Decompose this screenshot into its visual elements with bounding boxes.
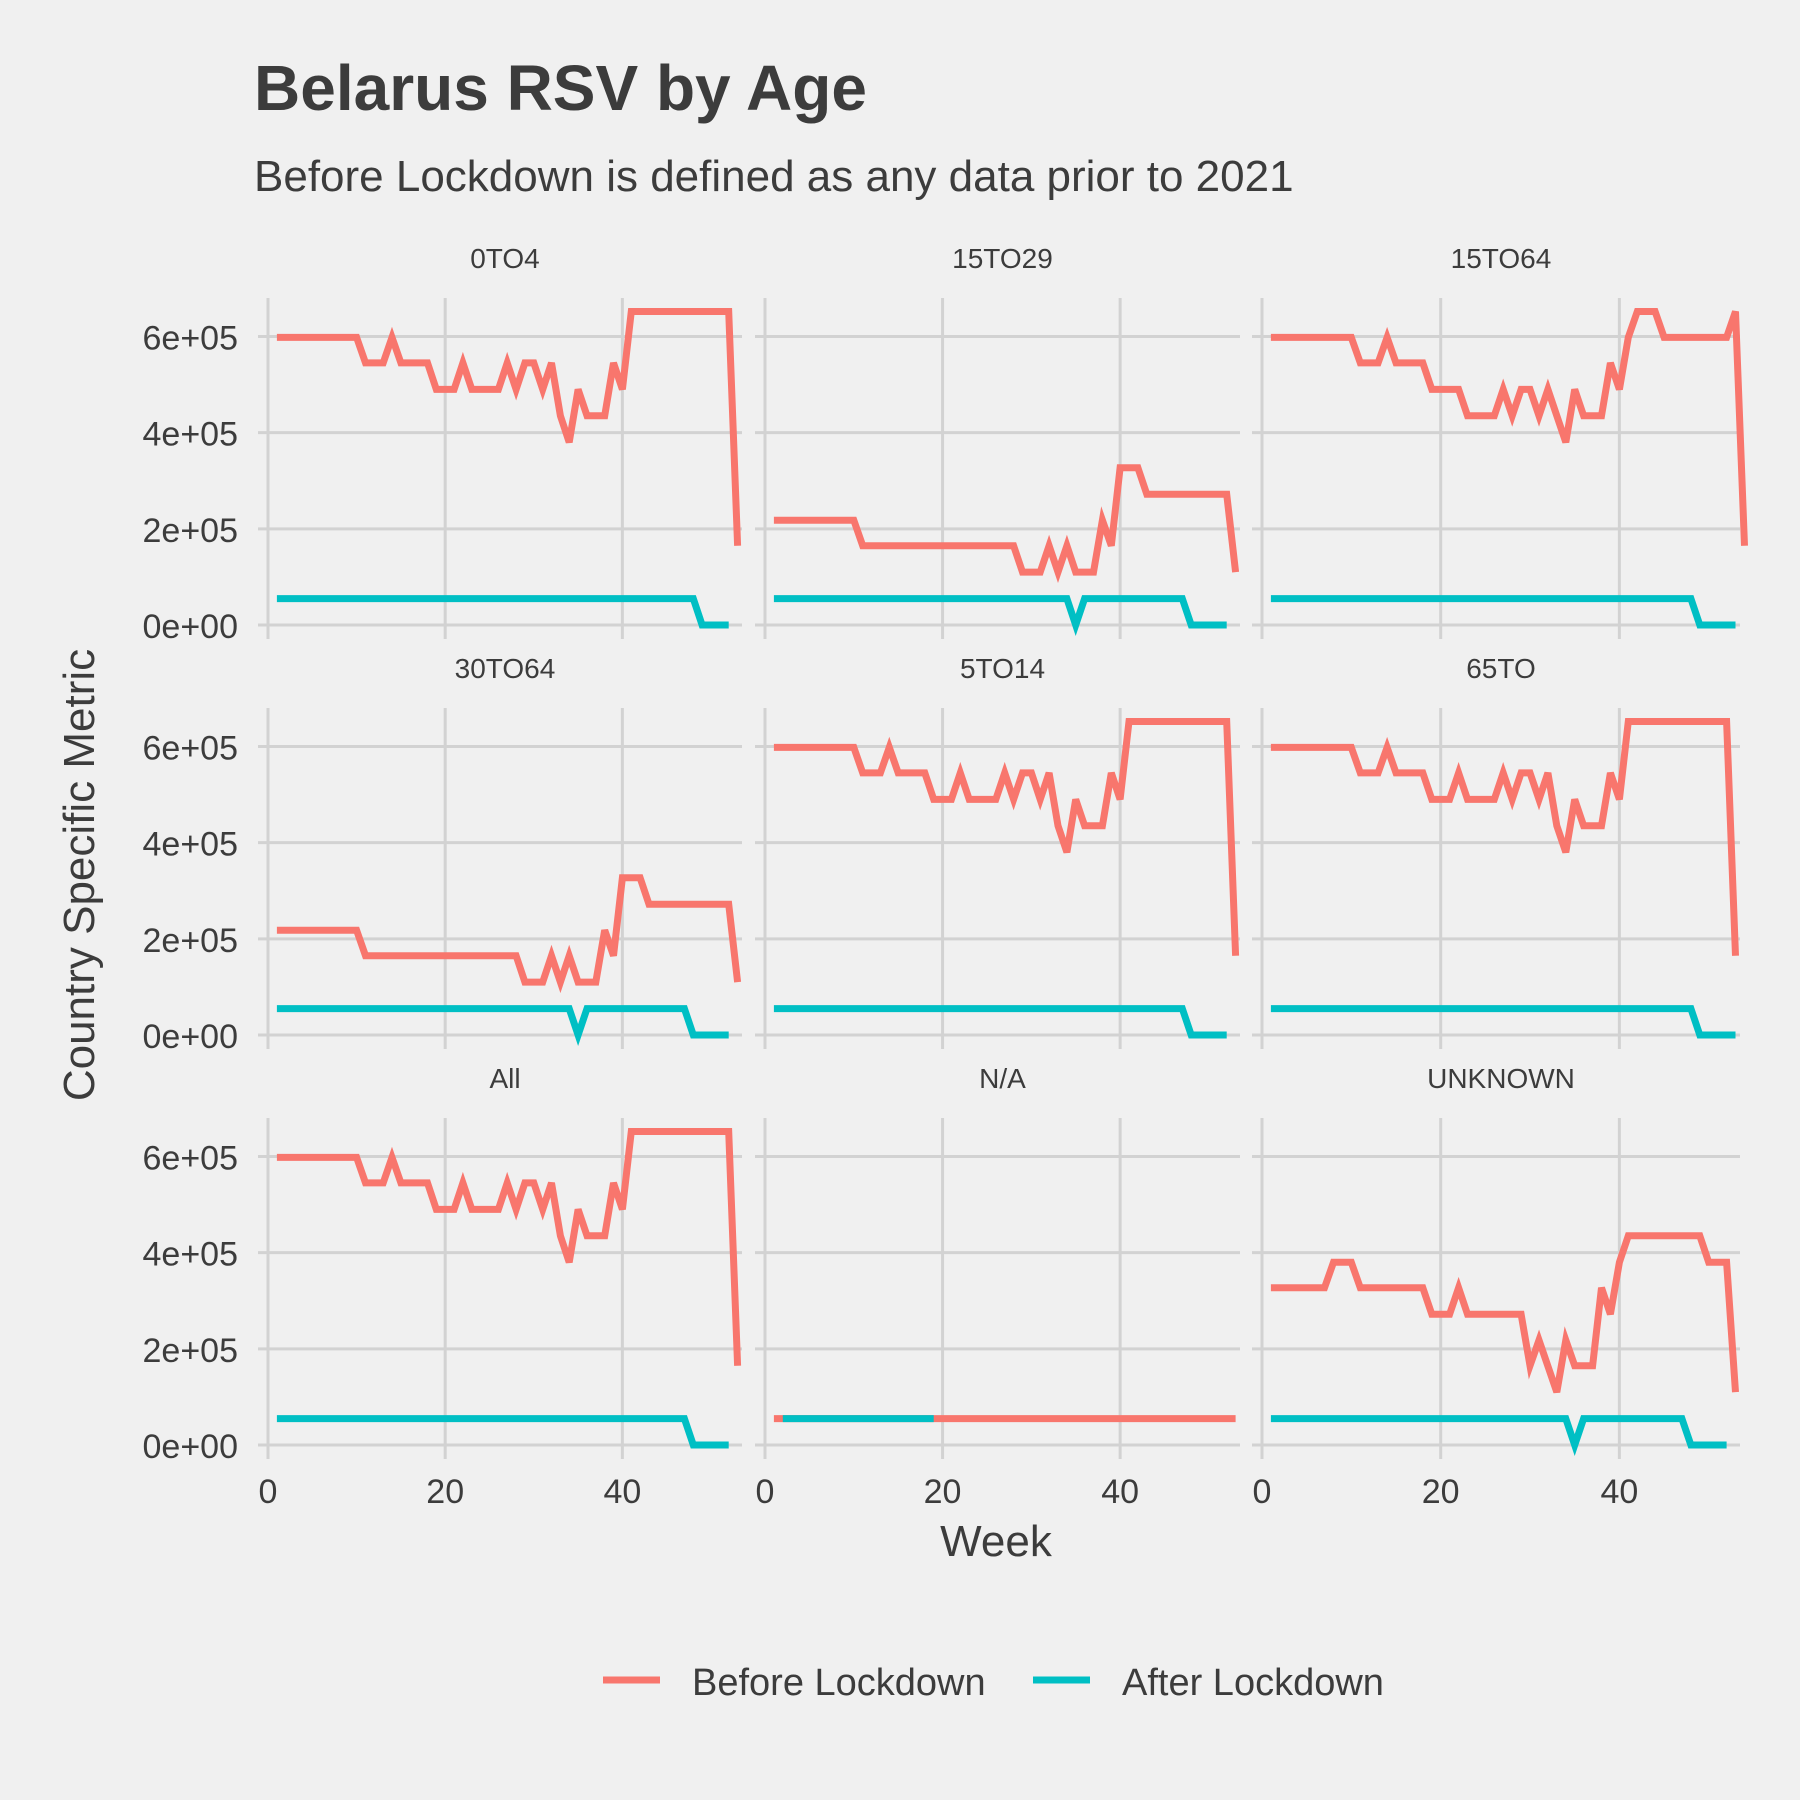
facet-panel: 5TO14: [755, 653, 1240, 1049]
facet-label: 15TO29: [952, 243, 1053, 274]
y-tick-label: 2e+05: [143, 1332, 239, 1370]
after-lockdown-line: [1270, 595, 1736, 629]
after-lockdown-line: [773, 1005, 1227, 1039]
facet-label: 65TO: [1466, 653, 1536, 684]
before-lockdown-line: [276, 1128, 742, 1366]
x-tick-label: 40: [603, 1473, 641, 1511]
y-tick-label: 6e+05: [143, 1139, 239, 1177]
facet-panel: 30TO64 0e+00 2e+05 4e+05 6e+05: [143, 653, 742, 1056]
y-tick-label: 0e+00: [143, 1018, 239, 1056]
x-axis-label: Week: [940, 1517, 1053, 1566]
facet-panel: 0TO4 0e+00 2e+05 4e+05 6e+05: [143, 243, 742, 646]
legend-label-after: After Lockdown: [1122, 1662, 1384, 1704]
x-tick-label: 0: [756, 1473, 775, 1511]
facet-label: 5TO14: [960, 653, 1045, 684]
chart-subtitle: Before Lockdown is defined as any data p…: [254, 152, 1294, 201]
before-lockdown-line: [1270, 1232, 1739, 1394]
after-lockdown-line: [773, 595, 1227, 637]
y-tick-label: 6e+05: [143, 319, 239, 357]
y-tick-label: 0e+00: [143, 1428, 239, 1466]
before-lockdown-line: [773, 718, 1240, 956]
before-lockdown-line: [276, 874, 742, 994]
before-lockdown-line: [773, 464, 1240, 584]
y-tick-label: 4e+05: [143, 1236, 239, 1274]
after-lockdown-line: [276, 1005, 729, 1046]
x-tick-label: 40: [1600, 1473, 1638, 1511]
facet-panel: 15TO29: [755, 243, 1240, 639]
y-tick-label: 6e+05: [143, 729, 239, 767]
x-tick-label: 20: [924, 1473, 962, 1511]
facet-label: UNKNOWN: [1427, 1063, 1575, 1094]
y-tick-label: 2e+05: [143, 512, 239, 550]
y-tick-label: 4e+05: [143, 826, 239, 864]
x-tick-label: 0: [1253, 1473, 1272, 1511]
after-lockdown-line: [276, 1415, 729, 1449]
facet-panels: 0TO4 0e+00 2e+05 4e+05 6e+05 15TO29 15TO64 30TO…: [143, 243, 1748, 1511]
x-tick-label: 40: [1101, 1473, 1139, 1511]
facet-label: 30TO64: [455, 653, 556, 684]
facet-label: 0TO4: [470, 243, 540, 274]
y-tick-label: 2e+05: [143, 922, 239, 960]
facet-label: All: [489, 1063, 520, 1094]
x-tick-label: 20: [426, 1473, 464, 1511]
y-tick-label: 0e+00: [143, 608, 239, 646]
after-lockdown-line: [1270, 1005, 1736, 1039]
legend-label-before: Before Lockdown: [692, 1662, 986, 1704]
chart-title: Belarus RSV by Age: [254, 52, 867, 124]
x-tick-label: 0: [259, 1473, 278, 1511]
facet-panel: N/A 0 20 40: [755, 1063, 1240, 1511]
y-axis-label: Country Specific Metric: [55, 649, 104, 1101]
facet-label: 15TO64: [1451, 243, 1552, 274]
before-lockdown-line: [1270, 308, 1748, 546]
facet-panel: All 0e+00 2e+05 4e+05 6e+05 0 20 40: [143, 1063, 742, 1511]
legend: Before Lockdown After Lockdown: [603, 1662, 1384, 1704]
facet-panel: UNKNOWN 0 20 40: [1252, 1063, 1740, 1511]
before-lockdown-line: [1270, 718, 1739, 956]
facet-panel: 65TO: [1252, 653, 1740, 1049]
after-lockdown-line: [276, 595, 729, 629]
y-tick-label: 4e+05: [143, 416, 239, 454]
facet-label: N/A: [979, 1063, 1026, 1094]
before-lockdown-line: [276, 308, 742, 546]
facet-panel: 15TO64: [1252, 243, 1748, 639]
x-tick-label: 20: [1422, 1473, 1460, 1511]
after-lockdown-line: [1270, 1415, 1727, 1456]
